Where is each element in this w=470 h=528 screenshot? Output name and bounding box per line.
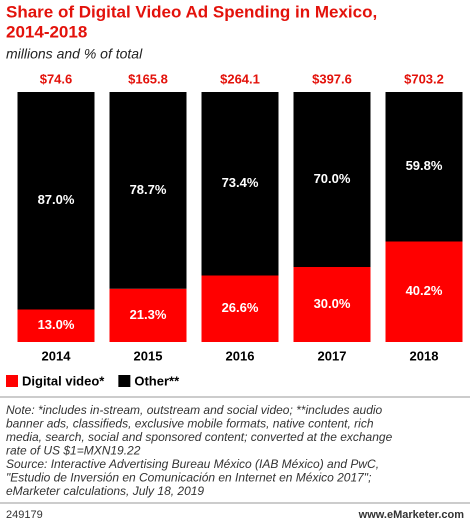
- total-label: $165.8: [128, 71, 168, 86]
- value-label: 40.2%: [406, 283, 443, 298]
- legend-swatch: [6, 375, 18, 387]
- total-label: $703.2: [404, 71, 444, 86]
- value-label: 21.3%: [130, 307, 167, 322]
- bar-segment: [17, 309, 95, 342]
- bar-segment: [109, 288, 187, 342]
- value-label: 30.0%: [314, 296, 351, 311]
- bar-segment: [293, 267, 371, 342]
- note: "Estudio de Inversión en Comunicación en…: [6, 471, 371, 485]
- value-label: 26.6%: [222, 300, 259, 315]
- note: Source: Interactive Advertising Bureau M…: [6, 457, 379, 471]
- total-label: $74.6: [40, 71, 73, 86]
- value-label: 59.8%: [406, 158, 443, 173]
- chart-subtitle: millions and % of total: [6, 46, 143, 62]
- bar-segment: [385, 241, 463, 342]
- value-label: 78.7%: [130, 182, 167, 197]
- value-label: 73.4%: [222, 175, 259, 190]
- bar-segment: [17, 92, 95, 310]
- value-label: 70.0%: [314, 171, 351, 186]
- bar-segment: [293, 92, 371, 267]
- value-label: 13.0%: [38, 317, 75, 332]
- x-tick-label: 2015: [134, 348, 163, 363]
- note: rate of US $1=MXN19.22: [6, 444, 141, 458]
- note: eMarketer calculations, July 18, 2019: [6, 484, 204, 498]
- legend-swatch: [118, 375, 131, 387]
- value-label: 87.0%: [38, 192, 75, 207]
- bar-segment: [201, 275, 279, 342]
- note: Note: *includes in-stream, outstream and…: [6, 403, 383, 417]
- note: banner ads, classifieds, exclusive mobil…: [6, 417, 374, 431]
- total-label: $397.6: [312, 71, 352, 86]
- x-tick-label: 2017: [318, 348, 347, 363]
- brand: www.eMarketer.com: [358, 509, 465, 521]
- chart-id: 249179: [6, 509, 43, 521]
- x-tick-label: 2016: [226, 348, 255, 363]
- x-tick-label: 2014: [42, 348, 72, 363]
- legend-label: Other**: [134, 373, 180, 388]
- bar-segment: [109, 92, 187, 289]
- bar-segment: [201, 92, 279, 276]
- x-tick-label: 2018: [410, 348, 439, 363]
- total-label: $264.1: [220, 71, 260, 86]
- chart-title: Share of Digital Video Ad Spending in Me…: [6, 2, 377, 21]
- chart-title: 2014-2018: [6, 22, 87, 41]
- bar-segment: [385, 92, 463, 242]
- note: media, search, social and sponsored cont…: [6, 430, 393, 444]
- legend-label: Digital video*: [22, 373, 105, 388]
